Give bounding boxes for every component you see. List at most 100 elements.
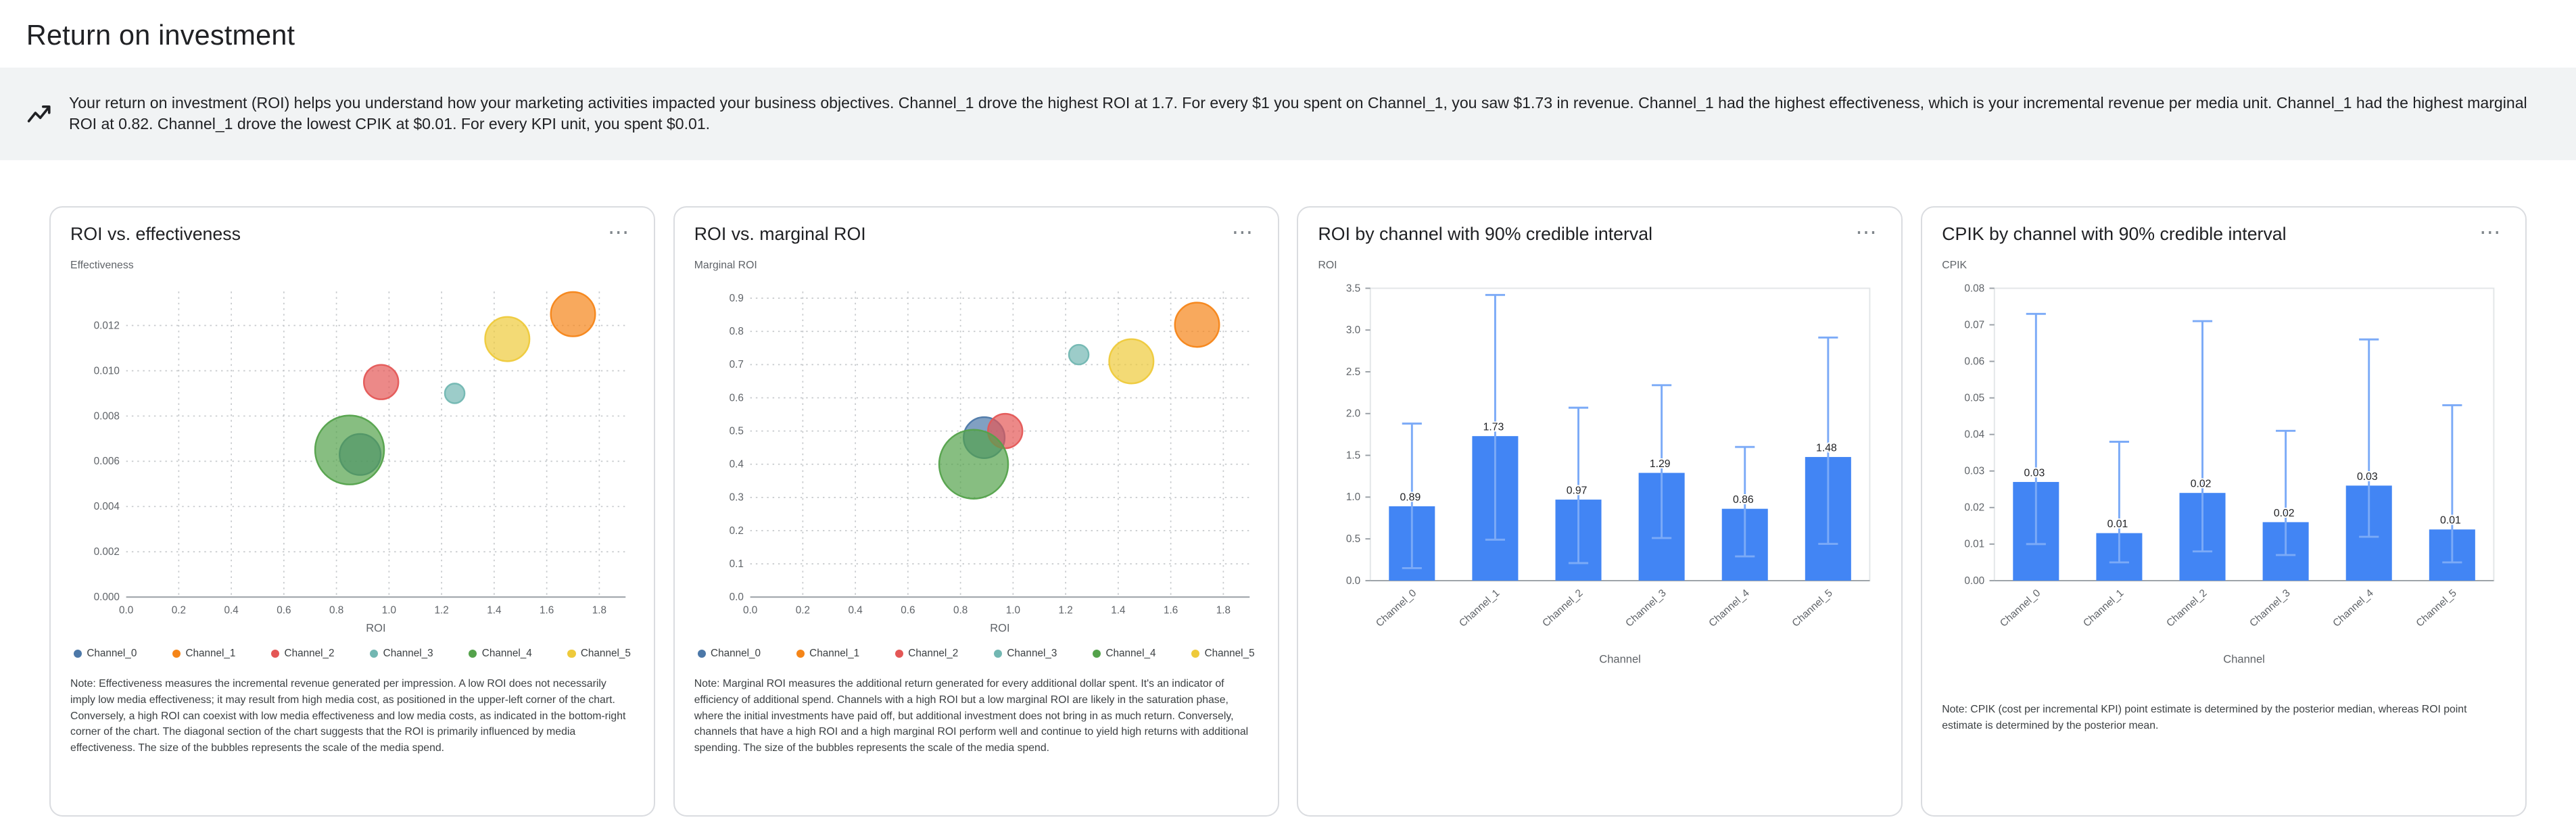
more-options-icon: ⋯ bbox=[2479, 220, 2503, 245]
legend-item: Channel_1 bbox=[172, 648, 235, 660]
legend-item: Channel_2 bbox=[271, 648, 335, 660]
svg-text:1.0: 1.0 bbox=[1006, 604, 1020, 616]
svg-text:Channel_3: Channel_3 bbox=[1624, 587, 1669, 629]
bubble-Channel_1[interactable] bbox=[1174, 301, 1220, 348]
chart-card-roi-effectiveness: ROI vs. effectiveness ⋯ Effectiveness 0.… bbox=[49, 206, 655, 817]
page-header: Return on investment bbox=[0, 0, 2576, 68]
svg-text:0.004: 0.004 bbox=[94, 501, 120, 512]
legend-label: Channel_2 bbox=[908, 648, 959, 660]
legend-swatch bbox=[73, 650, 82, 658]
more-options-button[interactable]: ⋯ bbox=[1852, 222, 1882, 243]
chart-card-cpik-by-channel: CPIK by channel with 90% credible interv… bbox=[1921, 206, 2527, 817]
svg-text:1.2: 1.2 bbox=[435, 604, 449, 616]
bar-value-label: 1.29 bbox=[1650, 458, 1671, 470]
legend-item: Channel_2 bbox=[895, 648, 958, 660]
svg-text:Channel_3: Channel_3 bbox=[2247, 587, 2292, 629]
legend-label: Channel_5 bbox=[1204, 648, 1255, 660]
more-options-button[interactable]: ⋯ bbox=[1229, 222, 1258, 243]
svg-text:0.2: 0.2 bbox=[172, 604, 186, 616]
legend-item: Channel_0 bbox=[73, 648, 137, 660]
bar-value-label: 1.73 bbox=[1483, 421, 1504, 433]
svg-text:0.07: 0.07 bbox=[1965, 319, 1985, 331]
svg-text:0.4: 0.4 bbox=[729, 458, 744, 470]
chart-legend: Channel_0 Channel_1 Channel_2 Channel_3 Chan… bbox=[70, 648, 634, 660]
bubble-Channel_3[interactable] bbox=[1068, 343, 1090, 365]
svg-text:0.05: 0.05 bbox=[1965, 392, 1985, 404]
chart-cards-row: ROI vs. effectiveness ⋯ Effectiveness 0.… bbox=[0, 160, 2576, 817]
bar-value-label: 0.01 bbox=[2440, 514, 2461, 526]
bubble-Channel_5[interactable] bbox=[484, 316, 531, 362]
insights-icon bbox=[27, 105, 51, 123]
legend-swatch bbox=[993, 650, 1003, 658]
bubble-Channel_5[interactable] bbox=[1108, 338, 1155, 385]
card-header: ROI vs. marginal ROI ⋯ bbox=[694, 222, 1258, 245]
legend-label: Channel_3 bbox=[1007, 648, 1057, 660]
legend-item: Channel_3 bbox=[993, 648, 1057, 660]
bar-value-label: 0.03 bbox=[2024, 467, 2045, 479]
legend-item: Channel_5 bbox=[1191, 648, 1255, 660]
bubble-Channel_3[interactable] bbox=[444, 382, 466, 404]
svg-text:Channel_1: Channel_1 bbox=[2081, 587, 2126, 629]
bubble-Channel_1[interactable] bbox=[550, 291, 596, 337]
svg-text:0.02: 0.02 bbox=[1965, 502, 1985, 513]
svg-text:Channel_4: Channel_4 bbox=[2331, 587, 2377, 629]
more-options-icon: ⋯ bbox=[1231, 220, 1255, 245]
bubble-Channel_4[interactable] bbox=[938, 429, 1009, 500]
svg-text:1.0: 1.0 bbox=[1346, 491, 1360, 503]
bubble-Channel_4[interactable] bbox=[314, 414, 385, 485]
legend-item: Channel_3 bbox=[370, 648, 433, 660]
legend-swatch bbox=[567, 650, 576, 658]
bubble-Channel_2[interactable] bbox=[363, 364, 400, 400]
svg-text:3.0: 3.0 bbox=[1346, 324, 1360, 336]
legend-swatch bbox=[796, 650, 805, 658]
svg-text:0.00: 0.00 bbox=[1965, 575, 1985, 586]
svg-text:0.000: 0.000 bbox=[94, 591, 120, 603]
more-options-icon: ⋯ bbox=[1855, 220, 1879, 245]
svg-text:0.03: 0.03 bbox=[1965, 465, 1985, 477]
svg-text:1.5: 1.5 bbox=[1346, 450, 1360, 461]
legend-item: Channel_1 bbox=[796, 648, 859, 660]
chart-title: ROI vs. marginal ROI bbox=[694, 223, 866, 244]
chart-title: CPIK by channel with 90% credible interv… bbox=[1942, 223, 2287, 244]
svg-text:0.2: 0.2 bbox=[795, 604, 809, 616]
legend-label: Channel_4 bbox=[1105, 648, 1156, 660]
chart-title: ROI vs. effectiveness bbox=[70, 223, 241, 244]
bar-value-label: 0.89 bbox=[1400, 491, 1421, 503]
legend-label: Channel_5 bbox=[580, 648, 631, 660]
legend-swatch bbox=[1093, 650, 1101, 658]
legend-swatch bbox=[370, 650, 379, 658]
svg-text:0.01: 0.01 bbox=[1965, 538, 1985, 550]
page-title: Return on investment bbox=[26, 20, 295, 51]
legend-label: Channel_0 bbox=[87, 648, 137, 660]
more-options-button[interactable]: ⋯ bbox=[604, 222, 634, 243]
svg-text:Channel_2: Channel_2 bbox=[1541, 587, 1585, 629]
svg-text:0.006: 0.006 bbox=[94, 456, 120, 467]
bar-value-label: 0.97 bbox=[1567, 485, 1588, 496]
svg-text:0.0: 0.0 bbox=[119, 604, 133, 616]
x-axis-title: Channel bbox=[1600, 652, 1642, 665]
x-axis-title: ROI bbox=[366, 621, 385, 634]
svg-text:Channel_0: Channel_0 bbox=[1998, 587, 2043, 629]
legend-swatch bbox=[469, 650, 477, 658]
svg-text:0.6: 0.6 bbox=[729, 392, 743, 404]
legend-label: Channel_2 bbox=[284, 648, 335, 660]
chart-legend: Channel_0 Channel_1 Channel_2 Channel_3 Chan… bbox=[694, 648, 1258, 660]
svg-text:Channel_0: Channel_0 bbox=[1374, 587, 1418, 629]
svg-text:1.4: 1.4 bbox=[487, 604, 502, 616]
svg-text:0.7: 0.7 bbox=[729, 359, 743, 370]
svg-text:2.5: 2.5 bbox=[1346, 366, 1360, 377]
legend-item: Channel_0 bbox=[697, 648, 761, 660]
svg-text:Channel_1: Channel_1 bbox=[1457, 587, 1502, 629]
svg-text:1.6: 1.6 bbox=[540, 604, 554, 616]
bar-value-label: 0.86 bbox=[1733, 494, 1754, 506]
svg-text:0.06: 0.06 bbox=[1965, 356, 1985, 367]
roi-by-channel-chart: 0.0 0.5 1.0 1.5 2.0 2.5 3.0 3.5 0.89 Channel_0 1.7… bbox=[1346, 283, 1871, 665]
more-options-button[interactable]: ⋯ bbox=[2476, 222, 2506, 243]
y-axis-title: Effectiveness bbox=[70, 259, 134, 271]
bar-value-label: 1.48 bbox=[1817, 442, 1838, 454]
bar-value-label: 0.03 bbox=[2357, 470, 2378, 482]
cpik-by-channel-chart: 0.00 0.01 0.02 0.03 0.04 0.05 0.06 0.07 0.08 0.03… bbox=[1965, 283, 2495, 665]
bar-value-label: 0.01 bbox=[2107, 518, 2128, 530]
svg-text:0.8: 0.8 bbox=[329, 604, 343, 616]
